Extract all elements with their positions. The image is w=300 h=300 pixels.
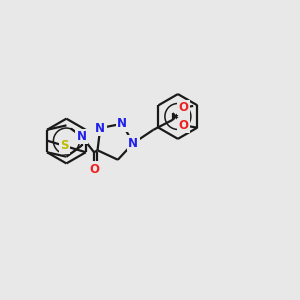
Text: N: N	[117, 117, 127, 130]
Text: O: O	[89, 163, 99, 176]
Text: N: N	[95, 122, 105, 135]
Text: N: N	[77, 130, 87, 143]
Text: O: O	[179, 119, 189, 132]
Text: O: O	[179, 101, 189, 114]
Text: N: N	[128, 137, 138, 150]
Text: S: S	[60, 139, 69, 152]
